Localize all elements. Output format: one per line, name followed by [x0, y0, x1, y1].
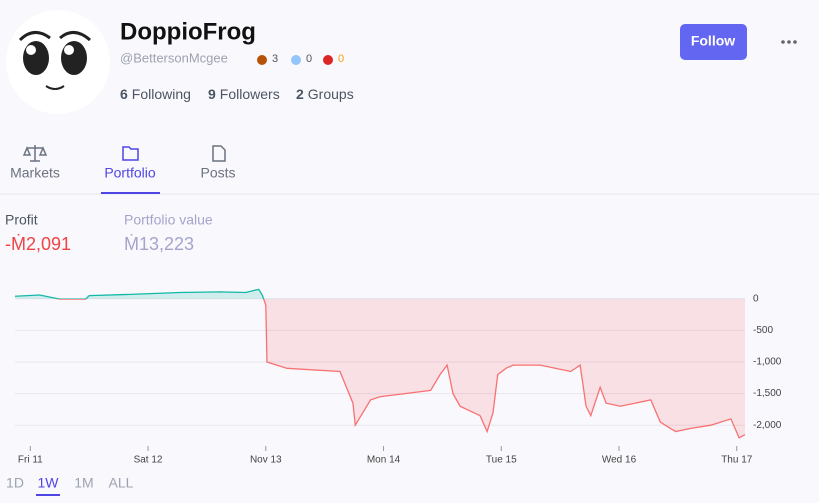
more-menu[interactable] [781, 40, 797, 44]
x-tick-label: Sat 12 [134, 455, 163, 466]
area [15, 289, 745, 438]
stat-label: Profit [5, 212, 38, 228]
badge-count: 3 [272, 53, 278, 65]
social-counts[interactable]: 6 Following 9 Followers 2 Groups [120, 86, 354, 102]
tab-underline [101, 192, 160, 194]
count: 9 [208, 86, 216, 102]
y-tick-label: -1,500 [753, 388, 782, 399]
range-button[interactable]: 1W [38, 475, 60, 491]
follow-label: Follow [691, 33, 735, 49]
label: Groups [308, 86, 354, 102]
user-name: DoppioFrog [120, 18, 256, 45]
range-button[interactable]: 1M [74, 475, 93, 491]
stat-value: Ṁ13,223 [124, 234, 194, 254]
y-tick-label: -2,000 [753, 420, 782, 431]
count: 6 [120, 86, 128, 102]
x-tick-label: Fri 11 [18, 455, 43, 466]
x-tick-label: Mon 14 [367, 455, 401, 466]
stat-label: Portfolio value [124, 212, 213, 228]
follow-button[interactable]: Follow [680, 24, 747, 60]
x-tick-label: Wed 16 [602, 455, 637, 466]
count: 2 [296, 86, 304, 102]
y-tick-label: 0 [753, 293, 759, 304]
tab[interactable]: Markets [10, 165, 60, 181]
range-button[interactable]: ALL [109, 475, 134, 491]
tab[interactable]: Posts [200, 165, 235, 181]
avatar [6, 10, 110, 114]
x-tick-label: Thu 17 [721, 455, 753, 466]
stat-value: -Ṁ2,091 [5, 234, 71, 254]
line [14, 288, 746, 439]
label: Followers [220, 86, 280, 102]
y-tick-label: -500 [753, 325, 773, 336]
badge-count: 0 [306, 53, 312, 65]
tab-icons [22, 145, 226, 162]
x-tick-label: Tue 15 [486, 455, 517, 466]
range-button[interactable]: 1D [6, 475, 24, 491]
tab-selected[interactable]: Portfolio [104, 165, 156, 181]
range-underline [36, 494, 60, 496]
x-tick-label: Nov 13 [250, 455, 282, 466]
label: Following [132, 86, 191, 102]
badge-count: 0 [338, 53, 344, 65]
range-selector: 1D 1W 1M ALL [6, 475, 134, 496]
y-tick-label: -1,000 [753, 357, 782, 368]
badges: 3 0 0 [257, 53, 344, 65]
user-handle: @BettersonMcgee [120, 50, 228, 65]
